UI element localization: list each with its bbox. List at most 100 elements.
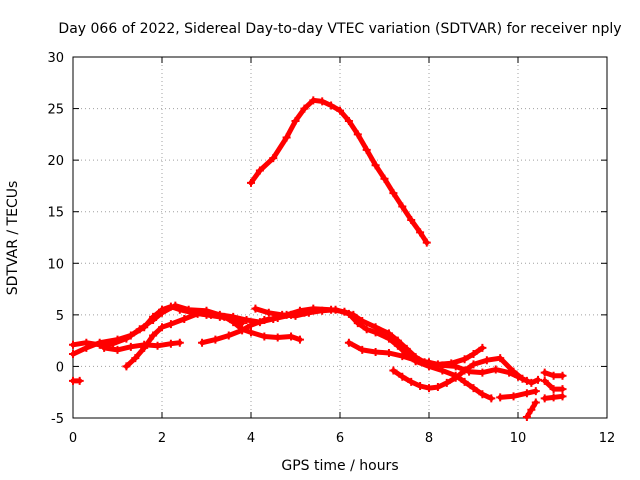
data-point — [384, 334, 393, 343]
x-tick-label: 2 — [158, 431, 166, 446]
data-point — [206, 310, 215, 319]
series-trace — [252, 306, 494, 401]
data-point — [384, 349, 393, 358]
series-arc-h — [389, 354, 543, 393]
data-point — [389, 189, 398, 198]
x-tick-label: 6 — [336, 431, 344, 446]
y-axis-label: SDTVAR / TECUs — [5, 181, 21, 296]
data-point — [362, 145, 371, 154]
data-point — [269, 154, 278, 163]
series-arc-high — [247, 96, 431, 247]
data-point — [220, 312, 229, 321]
data-point — [416, 228, 425, 237]
x-tick-label: 10 — [510, 431, 527, 446]
data-point — [131, 354, 140, 363]
data-point — [331, 305, 340, 314]
data-point — [69, 350, 77, 359]
data-point — [353, 130, 362, 139]
data-point — [229, 318, 238, 327]
y-tick-label: 15 — [47, 206, 64, 221]
y-tick-label: -5 — [51, 412, 64, 427]
data-point — [433, 383, 442, 392]
data-point — [362, 325, 371, 334]
chart-title: Day 066 of 2022, Sidereal Day-to-day VTE… — [58, 21, 621, 37]
data-point — [247, 178, 255, 187]
data-point — [478, 343, 487, 352]
data-point — [300, 104, 309, 113]
data-point — [451, 362, 460, 371]
data-point — [255, 166, 264, 175]
data-point — [398, 352, 407, 361]
data-point — [527, 405, 536, 414]
data-point — [171, 301, 180, 310]
data-point — [175, 338, 184, 347]
x-tick-label: 0 — [69, 431, 77, 446]
series-arc-l — [540, 376, 567, 394]
data-point — [460, 355, 469, 364]
data-point — [126, 342, 135, 351]
data-point — [380, 174, 389, 183]
data-point — [82, 338, 91, 347]
y-tick-label: 25 — [47, 103, 64, 118]
data-point — [198, 338, 207, 347]
data-point — [531, 398, 540, 407]
data-point — [180, 314, 189, 323]
data-point — [260, 332, 269, 341]
data-point — [509, 367, 518, 376]
data-point — [184, 305, 193, 314]
data-point — [318, 97, 327, 106]
data-point — [75, 376, 84, 385]
data-point — [425, 384, 433, 393]
data-point — [282, 133, 291, 142]
data-point — [291, 116, 300, 125]
data-point — [344, 309, 353, 318]
data-point — [487, 394, 496, 403]
data-point — [304, 308, 313, 317]
data-point — [166, 339, 175, 348]
x-tick-label: 12 — [599, 431, 616, 446]
data-point — [140, 340, 149, 349]
data-point — [113, 345, 122, 354]
data-point — [527, 378, 536, 387]
data-point — [158, 323, 166, 332]
data-point — [166, 320, 175, 329]
series-arc-m — [540, 392, 567, 403]
data-point — [149, 316, 158, 325]
data-point — [522, 412, 531, 421]
data-point — [398, 202, 407, 211]
data-point — [353, 319, 362, 328]
series-layer — [69, 96, 567, 421]
data-point — [100, 343, 109, 352]
data-point — [291, 311, 300, 320]
data-point — [416, 382, 425, 391]
data-point — [109, 339, 118, 348]
data-point — [247, 328, 255, 337]
data-point — [534, 375, 543, 384]
data-point — [238, 326, 247, 335]
data-point — [69, 340, 77, 349]
data-point — [496, 354, 505, 363]
data-point — [295, 335, 304, 344]
data-point — [69, 376, 77, 385]
series-arc-d — [100, 338, 184, 354]
data-point — [287, 332, 296, 341]
data-point — [264, 308, 273, 317]
data-point — [531, 387, 540, 396]
grid-layer — [73, 57, 607, 418]
data-point — [371, 347, 380, 356]
y-tick-label: 0 — [56, 360, 64, 375]
x-axis-label: GPS time / hours — [281, 458, 398, 474]
data-point — [425, 358, 433, 367]
data-point — [158, 308, 166, 317]
data-point — [309, 96, 318, 105]
data-point — [407, 215, 416, 224]
series-trace — [248, 97, 430, 246]
data-point — [407, 377, 416, 386]
data-point — [540, 368, 549, 377]
data-point — [344, 338, 353, 347]
y-tick-label: 30 — [47, 51, 64, 66]
data-point — [549, 393, 558, 402]
data-point — [260, 316, 269, 325]
data-point — [122, 334, 131, 343]
